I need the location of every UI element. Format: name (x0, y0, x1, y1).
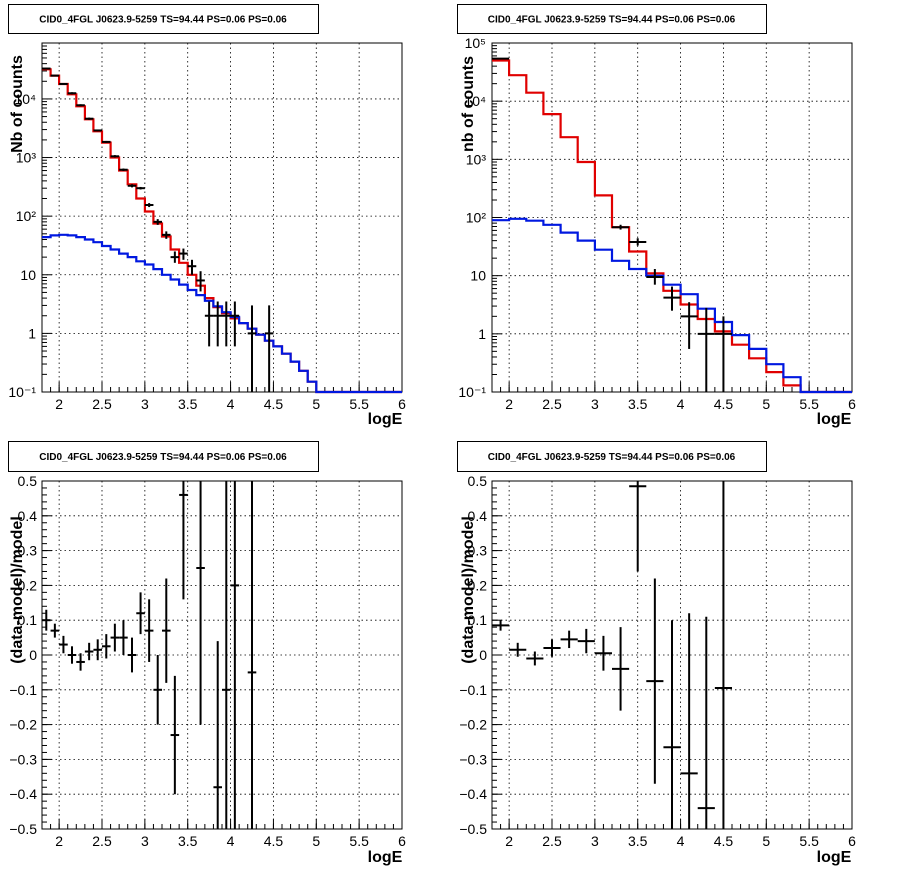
histogram-series-2 (42, 233, 402, 394)
chart-title: CID0_4FGL J0623.9-5259 TS=94.44 PS=0.06 … (488, 452, 736, 463)
x-tick-label: 2.5 (542, 396, 562, 412)
y-tick-label: −0.3 (9, 751, 37, 767)
y-tick-label: −0.2 (459, 717, 487, 733)
y-tick-label: −0.3 (459, 751, 487, 767)
y-tick-label: 0.5 (468, 473, 488, 489)
x-tick-label: 4 (677, 833, 685, 849)
y-tick-label: 10³ (466, 151, 487, 167)
y-axis-label: (data-model)/model (9, 516, 26, 664)
x-tick-label: 6 (398, 833, 406, 849)
x-tick-label: 4 (227, 833, 235, 849)
chart-title-box (457, 4, 767, 34)
histogram-series-1 (42, 68, 402, 394)
x-tick-label: 3.5 (628, 833, 648, 849)
y-tick-label: −0.5 (9, 821, 37, 837)
plot-frame (41, 42, 403, 393)
y-tick-label: 10⁻¹ (458, 384, 486, 400)
y-tick-label: 10² (16, 208, 37, 224)
y-tick-label: 1 (478, 326, 486, 342)
x-tick-label: 4 (677, 396, 685, 412)
x-tick-label: 2 (55, 833, 63, 849)
histogram-series-1 (492, 59, 852, 394)
x-tick-label: 2 (55, 396, 63, 412)
x-axis-label: logE (817, 411, 852, 428)
histogram-series-2 (492, 217, 852, 394)
x-tick-label: 3 (591, 396, 599, 412)
x-axis-label: logE (368, 849, 403, 866)
chart-title-box (457, 441, 767, 472)
y-tick-label: 10⁵ (465, 35, 486, 51)
y-tick-label: 0.4 (18, 508, 38, 524)
y-tick-label: 10 (20, 267, 36, 283)
x-tick-label: 2.5 (92, 833, 112, 849)
y-tick-label: 0.5 (18, 473, 38, 489)
x-tick-label: 3.5 (628, 396, 648, 412)
y-axis-label: Nb of counts (9, 55, 26, 153)
chart-title: CID0_4FGL J0623.9-5259 TS=94.44 PS=0.06 … (488, 15, 736, 26)
x-tick-label: 3 (591, 833, 599, 849)
y-tick-label: 0 (29, 647, 37, 663)
y-tick-label: −0.2 (9, 717, 37, 733)
y-tick-label: −0.4 (459, 786, 487, 802)
x-tick-label: 4.5 (264, 833, 284, 849)
y-tick-label: 10⁴ (14, 91, 36, 107)
x-tick-label: 3 (141, 396, 149, 412)
y-tick-label: 0.1 (18, 612, 38, 628)
y-tick-label: 10² (466, 210, 487, 226)
y-tick-label: −0.4 (9, 786, 37, 802)
x-tick-label: 5 (762, 833, 770, 849)
y-tick-label: 0.3 (18, 543, 38, 559)
x-tick-label: 6 (848, 396, 856, 412)
y-tick-label: 0.3 (468, 543, 488, 559)
y-tick-label: 10 (470, 268, 486, 284)
y-tick-label: −0.1 (459, 682, 487, 698)
chart-panel-3: CID0_4FGL J0623.9-5259 TS=94.44 PS=0.06 … (8, 441, 406, 866)
y-tick-label: 0.2 (468, 577, 488, 593)
y-tick-label: −0.5 (459, 821, 487, 837)
x-axis-label: logE (817, 849, 852, 866)
x-tick-label: 5.5 (349, 396, 369, 412)
x-tick-label: 2.5 (542, 833, 562, 849)
y-tick-label: 10³ (16, 150, 37, 166)
x-tick-label: 4.5 (264, 396, 284, 412)
x-tick-label: 5.5 (799, 833, 819, 849)
y-tick-label: 0.2 (18, 577, 38, 593)
x-tick-label: 5.5 (349, 833, 369, 849)
chart-title: CID0_4FGL J0623.9-5259 TS=94.44 PS=0.06 … (39, 452, 287, 463)
y-axis-label: (data-model)/model (460, 516, 477, 664)
x-tick-label: 4.5 (714, 833, 734, 849)
x-tick-label: 4.5 (714, 396, 734, 412)
chart-panel-4: CID0_4FGL J0623.9-5259 TS=94.44 PS=0.06 … (457, 441, 856, 866)
x-tick-label: 5 (762, 396, 770, 412)
x-tick-label: 2.5 (92, 396, 112, 412)
chart-title-box (8, 441, 319, 472)
y-axis-label: nb of counts (460, 56, 477, 152)
y-tick-label: 10⁴ (464, 93, 486, 109)
x-tick-label: 5 (312, 833, 320, 849)
x-tick-label: 4 (227, 396, 235, 412)
y-tick-label: 10⁻¹ (8, 384, 36, 400)
x-tick-label: 6 (398, 396, 406, 412)
x-tick-label: 3.5 (178, 396, 198, 412)
x-tick-label: 3 (141, 833, 149, 849)
x-axis-label: logE (368, 411, 403, 428)
chart-title-box (8, 4, 319, 34)
x-tick-label: 6 (848, 833, 856, 849)
x-tick-label: 5.5 (799, 396, 819, 412)
x-tick-label: 3.5 (178, 833, 198, 849)
y-tick-label: 0.4 (468, 508, 488, 524)
x-tick-label: 2 (505, 833, 513, 849)
x-tick-label: 2 (505, 396, 513, 412)
chart-title: CID0_4FGL J0623.9-5259 TS=94.44 PS=0.06 … (39, 15, 287, 26)
chart-panel-1: CID0_4FGL J0623.9-5259 TS=94.44 PS=0.06 … (8, 4, 406, 428)
x-tick-label: 5 (312, 396, 320, 412)
y-tick-label: −0.1 (9, 682, 37, 698)
y-tick-label: 0.1 (468, 612, 488, 628)
y-tick-label: 0 (479, 647, 487, 663)
y-tick-label: 1 (28, 325, 36, 341)
chart-panel-2: CID0_4FGL J0623.9-5259 TS=94.44 PS=0.06 … (457, 4, 856, 428)
